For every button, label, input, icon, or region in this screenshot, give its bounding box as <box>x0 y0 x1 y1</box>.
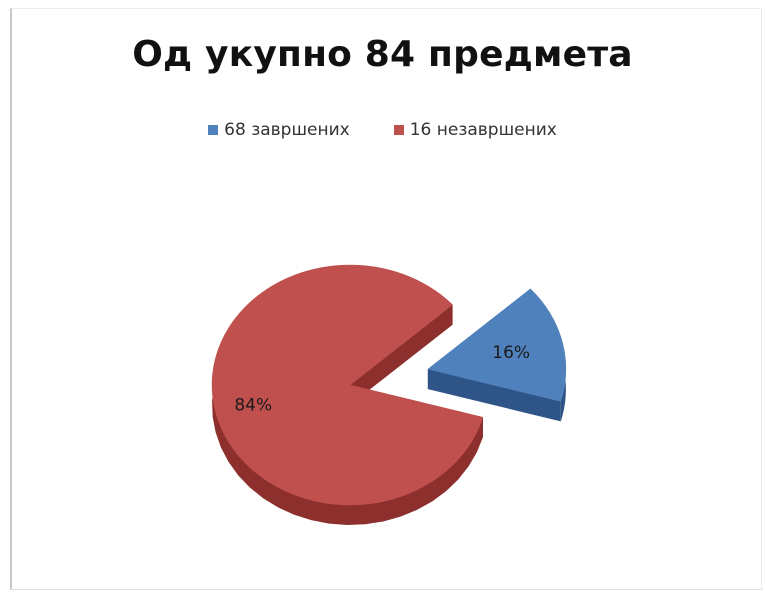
legend-item-completed: 68 завршених <box>208 120 350 140</box>
pie-slice-incomplete <box>211 264 484 506</box>
data-label-incomplete: 84% <box>234 396 272 416</box>
legend-item-incomplete: 16 незавршених <box>393 120 557 140</box>
pie-edge-completed-1 <box>427 369 561 422</box>
pie-edge-incomplete-1 <box>350 304 453 405</box>
chart-title: Од укупно 84 предмета <box>132 34 633 75</box>
legend-label-completed: 68 завршених <box>224 120 350 140</box>
legend-swatch-completed <box>208 125 219 135</box>
pie-slice-completed <box>427 288 567 402</box>
legend-label-incomplete: 16 незавршених <box>409 120 557 140</box>
data-label-completed: 16% <box>492 343 530 363</box>
pie-slices: 16% 84% <box>211 264 567 525</box>
legend-swatch-incomplete <box>393 125 404 135</box>
chart-legend: 68 завршених 16 незавршених <box>0 120 765 140</box>
